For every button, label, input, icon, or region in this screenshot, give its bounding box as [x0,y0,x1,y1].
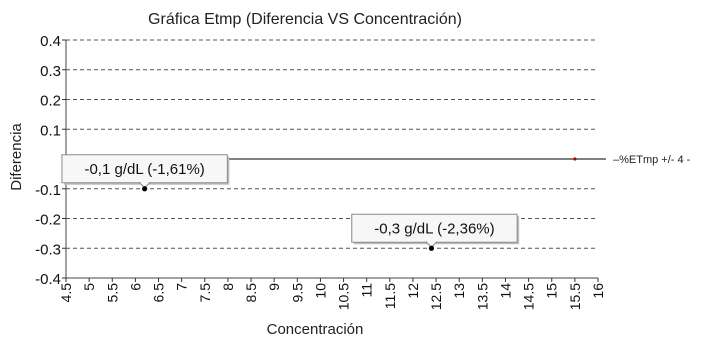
x-tick-label: 14.5 [521,283,537,310]
x-tick-label: 13 [451,283,467,299]
x-tick-label: 7 [174,283,190,291]
y-tick-label: 0.2 [40,93,61,110]
x-ticks: 4.5 5 5.5 6 6.5 7 7.5 8 8.5 9 9.5 10 10.5 11 11.5 12 12.… [58,278,606,310]
x-tick-label: 6 [127,283,143,291]
y-ticks: 0.4 0.3 0.2 0.1 -0.1 -0.2 -0.3 -0.4 [35,33,66,288]
y-tick-label: 0.4 [40,33,61,50]
y-tick-label: 0.1 [40,122,61,139]
x-tick-label: 15.5 [567,283,583,310]
y-tick-label: -0.4 [35,271,61,288]
data-point [142,186,148,192]
y-tick-label: 0.3 [40,63,61,80]
data-point [428,245,435,251]
x-tick-label: 11.5 [382,283,398,309]
x-tick-label: 11 [359,283,375,298]
x-tick-label: 5.5 [104,283,120,303]
x-tick-label: 4.5 [58,283,74,303]
x-tick-label: 9.5 [289,283,305,303]
x-tick-label: 14 [497,283,513,299]
x-tick-label: 12 [405,283,421,299]
callout-box [61,154,228,184]
x-tick-label: 9 [266,283,282,291]
callout-label: -0,1 g/dL (-1,61%) [84,161,204,178]
y-tick-label: -0.1 [35,182,61,199]
y-axis-label: Diferencia [8,123,25,191]
data-point-group: -0,1 g/dL (-1,61%) [61,154,230,192]
y-tick-label: -0.2 [35,212,61,229]
x-tick-label: 13.5 [474,283,490,310]
callout-label: -0,3 g/dL (-2,36%) [374,220,494,237]
x-tick-label: 16 [590,283,606,299]
reference-marker [573,157,577,161]
callout-box [351,213,518,243]
y-tick-label: -0.3 [35,241,61,258]
x-tick-label: 10.5 [336,283,352,310]
x-tick-label: 8.5 [243,283,259,303]
data-points: -0,1 g/dL (-1,61%) -0,3 g/dL (-2,36%) [61,154,520,251]
x-tick-label: 7.5 [197,283,213,303]
x-tick-label: 8 [220,283,236,291]
x-axis-label: Concentración [267,321,364,338]
chart-title: Gráfica Etmp (Diferencia VS Concentració… [148,11,462,28]
x-tick-label: 5 [81,283,97,291]
x-tick-label: 10 [312,283,328,299]
x-tick-label: 12.5 [428,283,444,310]
data-point-group: -0,3 g/dL (-2,36%) [351,213,520,251]
reference-legend: –%ETmp +/- 4 - [613,154,691,166]
x-tick-label: 6.5 [151,283,167,303]
x-tick-label: 15 [544,283,560,299]
